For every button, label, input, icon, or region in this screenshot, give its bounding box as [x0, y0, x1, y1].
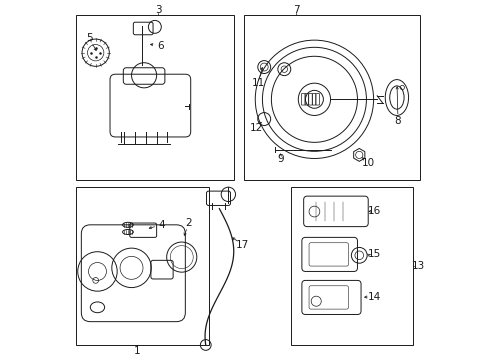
Text: 17: 17	[236, 239, 249, 249]
Text: 3: 3	[155, 5, 162, 15]
Bar	[290, 187, 412, 345]
Bar	[76, 187, 208, 345]
Text: 5: 5	[86, 33, 92, 43]
Text: 2: 2	[185, 218, 192, 228]
Bar	[76, 15, 233, 180]
Bar	[244, 15, 419, 180]
Text: 9: 9	[277, 154, 283, 164]
Text: 13: 13	[411, 261, 424, 271]
Text: 15: 15	[367, 248, 380, 258]
Text: 6: 6	[157, 41, 163, 50]
Text: 14: 14	[367, 292, 380, 302]
Text: 1: 1	[133, 346, 140, 356]
Text: 7: 7	[293, 5, 299, 15]
Text: 4: 4	[158, 220, 164, 230]
Text: 11: 11	[251, 78, 264, 88]
Text: 8: 8	[394, 116, 401, 126]
Text: 10: 10	[361, 158, 374, 168]
Text: 16: 16	[367, 206, 380, 216]
Text: 12: 12	[249, 123, 262, 133]
